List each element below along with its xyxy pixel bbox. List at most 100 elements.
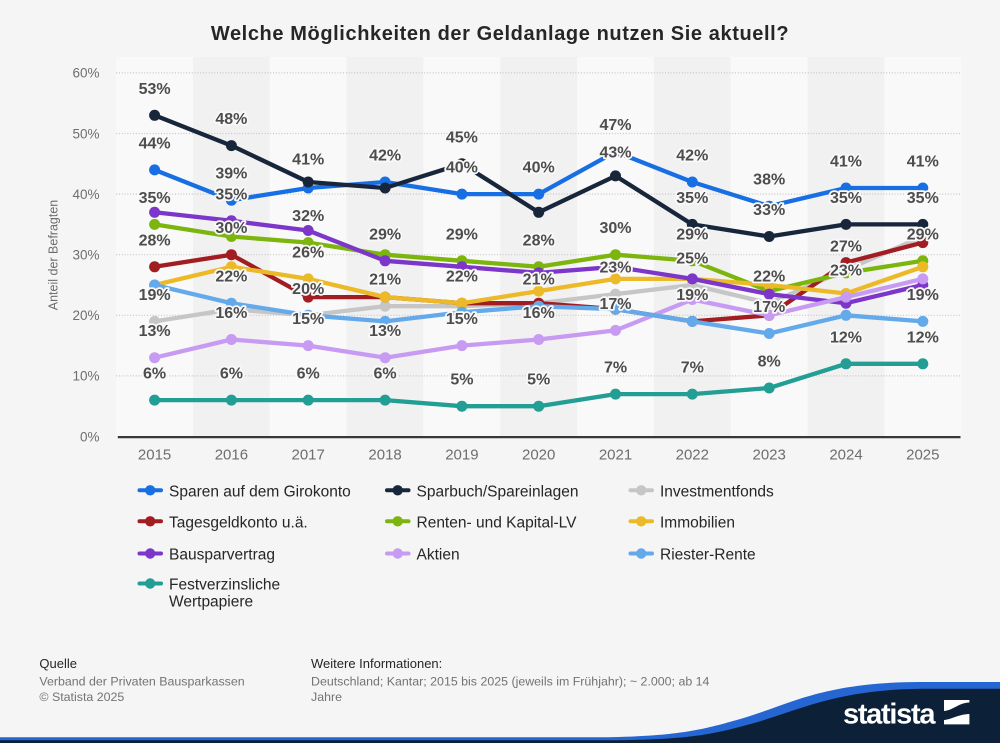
svg-text:48%: 48% xyxy=(215,111,247,128)
svg-text:0%: 0% xyxy=(80,429,100,444)
svg-text:5%: 5% xyxy=(527,372,550,389)
svg-text:38%: 38% xyxy=(753,172,785,189)
svg-text:17%: 17% xyxy=(599,296,631,313)
svg-text:12%: 12% xyxy=(907,329,939,346)
svg-text:40%: 40% xyxy=(523,160,555,177)
svg-text:53%: 53% xyxy=(139,81,171,98)
svg-text:35%: 35% xyxy=(139,190,171,207)
svg-text:33%: 33% xyxy=(753,202,785,219)
svg-text:19%: 19% xyxy=(907,287,939,304)
svg-text:17%: 17% xyxy=(753,299,785,316)
svg-text:16%: 16% xyxy=(523,305,555,322)
svg-text:Verband der Privaten Bausparka: Verband der Privaten Bausparkassen xyxy=(39,675,244,689)
svg-text:39%: 39% xyxy=(215,166,247,183)
svg-text:35%: 35% xyxy=(907,190,939,207)
svg-text:2018: 2018 xyxy=(368,447,401,464)
svg-text:28%: 28% xyxy=(139,232,171,249)
svg-text:2022: 2022 xyxy=(676,447,709,464)
svg-text:Wertpapiere: Wertpapiere xyxy=(169,594,253,611)
svg-text:30%: 30% xyxy=(215,220,247,237)
svg-text:© Statista 2025: © Statista 2025 xyxy=(39,690,124,704)
svg-text:47%: 47% xyxy=(599,117,631,134)
svg-text:22%: 22% xyxy=(753,269,785,286)
svg-text:21%: 21% xyxy=(523,272,555,289)
svg-text:22%: 22% xyxy=(215,269,247,286)
svg-text:26%: 26% xyxy=(292,244,324,261)
svg-text:60%: 60% xyxy=(72,66,99,81)
svg-text:29%: 29% xyxy=(369,226,401,243)
svg-text:21%: 21% xyxy=(369,272,401,289)
svg-text:7%: 7% xyxy=(681,360,704,377)
svg-text:Sparbuch/Spareinlagen: Sparbuch/Spareinlagen xyxy=(417,484,579,501)
svg-text:6%: 6% xyxy=(374,366,397,383)
svg-text:32%: 32% xyxy=(292,208,324,225)
svg-text:29%: 29% xyxy=(446,226,478,243)
svg-text:Festverzinsliche: Festverzinsliche xyxy=(169,577,280,594)
svg-text:25%: 25% xyxy=(676,251,708,268)
svg-text:Bausparvertrag: Bausparvertrag xyxy=(169,547,275,564)
svg-text:50%: 50% xyxy=(72,126,99,141)
svg-text:7%: 7% xyxy=(604,360,627,377)
svg-text:13%: 13% xyxy=(369,323,401,340)
svg-text:40%: 40% xyxy=(72,187,99,202)
svg-text:2021: 2021 xyxy=(599,447,632,464)
svg-text:43%: 43% xyxy=(599,144,631,161)
svg-text:Investmentfonds: Investmentfonds xyxy=(660,484,774,501)
svg-text:10%: 10% xyxy=(72,369,99,384)
svg-text:2015: 2015 xyxy=(138,447,171,464)
svg-text:statista: statista xyxy=(843,699,936,731)
svg-text:15%: 15% xyxy=(292,311,324,328)
svg-text:Weitere Informationen:: Weitere Informationen: xyxy=(311,656,442,671)
svg-text:Riester-Rente: Riester-Rente xyxy=(660,547,756,564)
svg-text:2025: 2025 xyxy=(906,447,939,464)
svg-text:2016: 2016 xyxy=(215,447,248,464)
svg-text:12%: 12% xyxy=(830,329,862,346)
svg-text:5%: 5% xyxy=(450,372,473,389)
svg-text:Immobilien: Immobilien xyxy=(660,515,735,532)
svg-text:29%: 29% xyxy=(676,226,708,243)
svg-text:16%: 16% xyxy=(215,305,247,322)
svg-text:Aktien: Aktien xyxy=(417,547,460,564)
svg-text:35%: 35% xyxy=(676,190,708,207)
svg-text:42%: 42% xyxy=(676,148,708,165)
svg-text:40%: 40% xyxy=(446,160,478,177)
svg-text:20%: 20% xyxy=(292,281,324,298)
svg-text:Tagesgeldkonto u.ä.: Tagesgeldkonto u.ä. xyxy=(169,515,308,532)
svg-text:Anteil der Befragten: Anteil der Befragten xyxy=(47,200,61,311)
svg-text:20%: 20% xyxy=(72,308,99,323)
svg-text:30%: 30% xyxy=(72,248,99,263)
svg-text:45%: 45% xyxy=(446,129,478,146)
svg-text:6%: 6% xyxy=(143,366,166,383)
svg-text:22%: 22% xyxy=(446,269,478,286)
svg-text:2019: 2019 xyxy=(445,447,478,464)
svg-text:30%: 30% xyxy=(599,220,631,237)
svg-text:23%: 23% xyxy=(599,260,631,277)
svg-text:Sparen auf dem Girokonto: Sparen auf dem Girokonto xyxy=(169,484,351,501)
svg-text:Deutschland; Kantar; 2015 bis: Deutschland; Kantar; 2015 bis 2025 (jewe… xyxy=(311,675,710,689)
svg-text:41%: 41% xyxy=(830,154,862,171)
svg-text:27%: 27% xyxy=(830,238,862,255)
svg-text:35%: 35% xyxy=(215,186,247,203)
svg-text:6%: 6% xyxy=(220,366,243,383)
svg-text:2024: 2024 xyxy=(829,447,862,464)
svg-text:Quelle: Quelle xyxy=(39,656,77,671)
svg-text:29%: 29% xyxy=(907,226,939,243)
svg-text:35%: 35% xyxy=(830,190,862,207)
svg-text:13%: 13% xyxy=(139,323,171,340)
svg-text:44%: 44% xyxy=(139,135,171,152)
svg-text:23%: 23% xyxy=(830,263,862,280)
svg-text:2023: 2023 xyxy=(753,447,786,464)
svg-text:6%: 6% xyxy=(297,366,320,383)
svg-text:28%: 28% xyxy=(523,232,555,249)
svg-text:15%: 15% xyxy=(446,311,478,328)
svg-text:2017: 2017 xyxy=(292,447,325,464)
svg-text:19%: 19% xyxy=(676,287,708,304)
svg-text:41%: 41% xyxy=(292,152,324,169)
svg-text:41%: 41% xyxy=(907,154,939,171)
svg-text:Renten- und Kapital-LV: Renten- und Kapital-LV xyxy=(417,515,578,532)
svg-text:42%: 42% xyxy=(369,148,401,165)
svg-text:Jahre: Jahre xyxy=(311,690,342,704)
svg-text:19%: 19% xyxy=(139,287,171,304)
svg-text:2020: 2020 xyxy=(522,447,555,464)
svg-text:8%: 8% xyxy=(758,354,781,371)
